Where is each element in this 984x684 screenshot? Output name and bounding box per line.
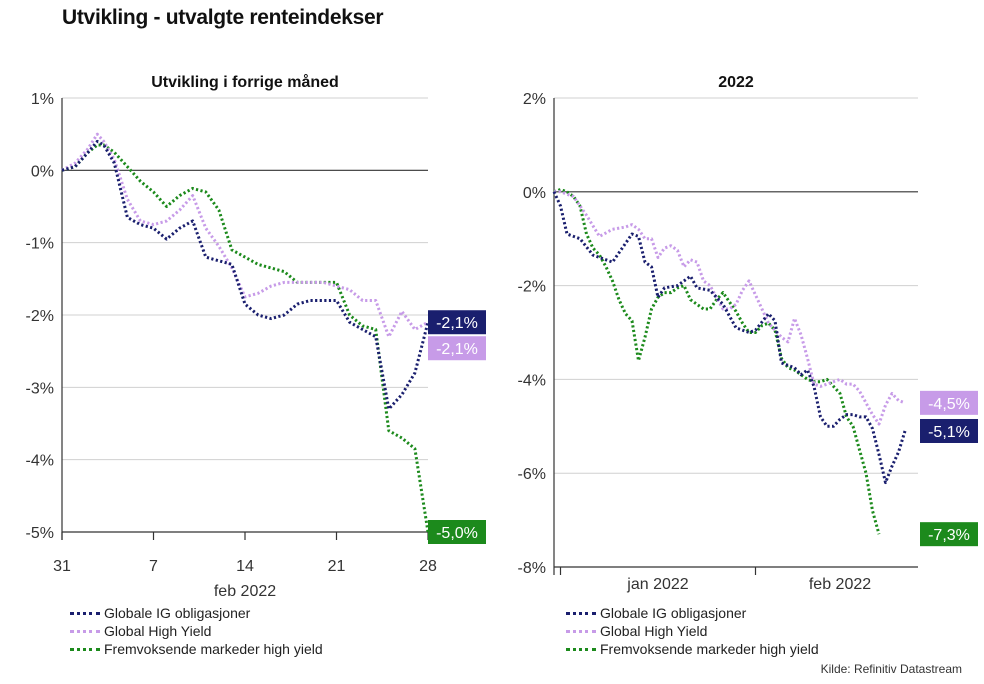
legend-item-hy: Global High Yield xyxy=(70,622,323,640)
page-title: Utvikling - utvalgte renteindekser xyxy=(62,6,384,29)
legend-item-em: Fremvoksende markeder high yield xyxy=(566,640,819,658)
x-category-label: jan 2022 xyxy=(626,576,688,593)
y-tick-label: -1% xyxy=(26,236,54,253)
y-tick-label: 0% xyxy=(523,185,546,202)
y-tick-label: -8% xyxy=(518,560,546,577)
legend-item-em: Fremvoksende markeder high yield xyxy=(70,640,323,658)
y-tick-label: 0% xyxy=(31,163,54,180)
y-tick-label: -4% xyxy=(518,372,546,389)
x-tick-label: 28 xyxy=(419,558,437,575)
end-label-box-ig xyxy=(920,418,978,443)
end-label-box-hy xyxy=(428,336,486,361)
legend-item-ig: Globale IG obligasjoner xyxy=(70,604,323,622)
end-label-hy: -4,5% xyxy=(928,396,970,413)
chart-title: Utvikling i forrige måned xyxy=(151,73,339,91)
legend-label-ig: Globale IG obligasjoner xyxy=(600,605,747,621)
end-label-em: -5,0% xyxy=(436,525,478,542)
end-label-em: -7,3% xyxy=(928,527,970,544)
x-tick-label: 21 xyxy=(328,558,346,575)
y-tick-label: -6% xyxy=(518,466,546,483)
legend-swatch-hy xyxy=(566,629,596,633)
legend-swatch-ig xyxy=(70,611,100,615)
legend-swatch-em xyxy=(566,647,596,651)
chart-title: 2022 xyxy=(718,74,754,91)
legend-swatch-em xyxy=(70,647,100,651)
chart-1: Utvikling i forrige måned 1% 0% -1% -2% -3% -4… xyxy=(26,73,486,600)
legend-label-ig: Globale IG obligasjoner xyxy=(104,605,251,621)
end-label-ig: -2,1% xyxy=(436,315,478,332)
x-tick-label: 14 xyxy=(236,558,254,575)
end-label-ig: -5,1% xyxy=(928,424,970,441)
end-label-box-hy xyxy=(920,390,978,415)
end-label-box-em xyxy=(428,520,486,544)
legend-label-em: Fremvoksende markeder high yield xyxy=(104,641,323,657)
legend-item-ig: Globale IG obligasjoner xyxy=(566,604,819,622)
legend-label-hy: Global High Yield xyxy=(600,623,708,639)
y-tick-label: -3% xyxy=(26,380,54,397)
legend-item-hy: Global High Yield xyxy=(566,622,819,640)
series-line-ig xyxy=(552,191,907,485)
legend-right: Globale IG obligasjoner Global High Yiel… xyxy=(566,604,819,658)
y-tick-label: -4% xyxy=(26,453,54,470)
legend-left: Globale IG obligasjoner Global High Yiel… xyxy=(70,604,323,658)
end-label-hy: -2,1% xyxy=(436,341,478,358)
legend-label-hy: Global High Yield xyxy=(104,623,212,639)
series-line-em xyxy=(61,143,430,533)
series-line-hy xyxy=(61,132,429,339)
legend-swatch-hy xyxy=(70,629,100,633)
x-tick-label: 7 xyxy=(149,558,158,575)
source-note: Kilde: Refinitiv Datastream xyxy=(820,662,962,676)
end-label-box-em xyxy=(920,522,978,547)
x-category-label: feb 2022 xyxy=(809,576,871,593)
end-label-box-ig xyxy=(428,310,486,335)
y-tick-label: 2% xyxy=(523,91,546,108)
x-axis-title: feb 2022 xyxy=(214,583,276,600)
series-line-ig xyxy=(61,139,430,411)
chart-2: 2022 2% 0% -2% -4% -6% -8% jan 2022 feb 2022 -4,5… xyxy=(518,74,978,593)
y-tick-label: -2% xyxy=(26,308,54,325)
y-tick-label: -5% xyxy=(26,525,54,542)
y-tick-label: -2% xyxy=(518,279,546,296)
y-tick-label: 1% xyxy=(31,91,54,108)
series-line-em xyxy=(553,188,881,535)
legend-label-em: Fremvoksende markeder high yield xyxy=(600,641,819,657)
legend-swatch-ig xyxy=(566,611,596,615)
series-line-hy xyxy=(554,190,906,426)
x-tick-label: 31 xyxy=(53,558,71,575)
